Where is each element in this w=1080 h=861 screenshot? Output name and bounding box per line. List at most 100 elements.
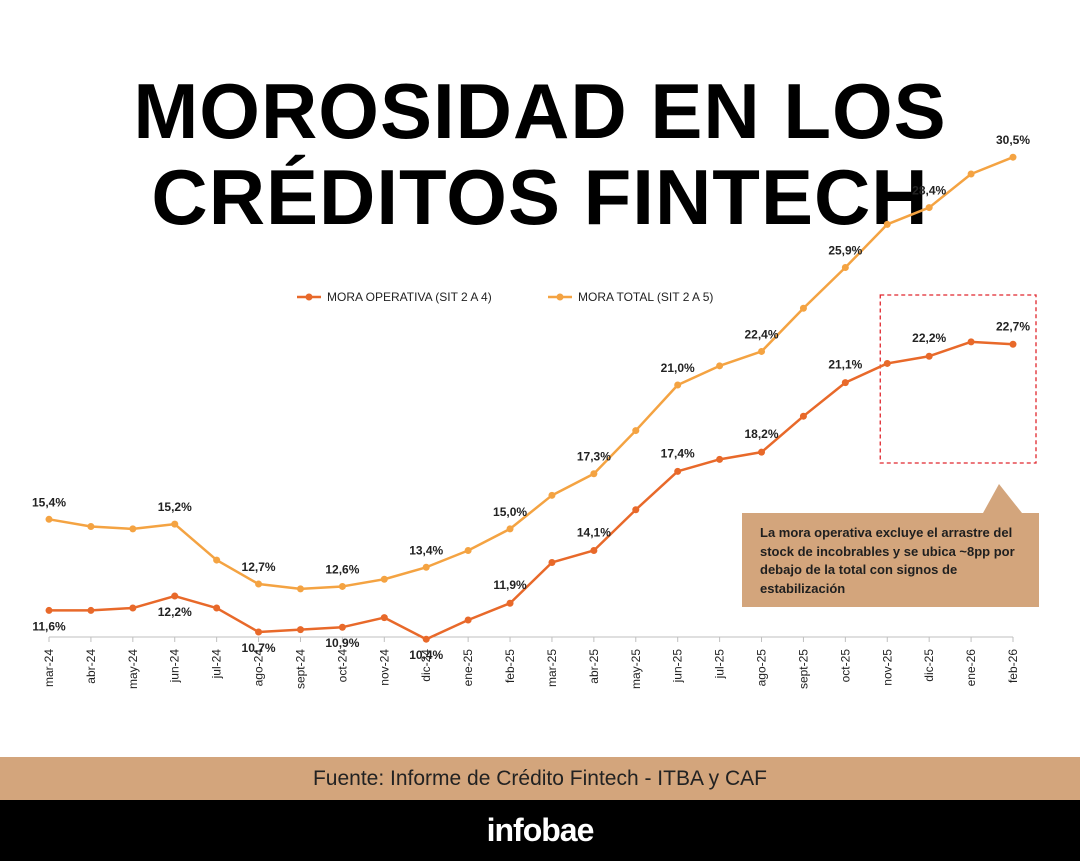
data-point-total <box>422 563 430 571</box>
x-tick-label: nov-25 <box>880 649 894 686</box>
data-point-total <box>632 427 640 435</box>
data-point-total <box>296 585 304 593</box>
data-label-operativa: 11,9% <box>493 578 527 592</box>
data-point-total <box>506 525 514 533</box>
x-tick-label: ene-25 <box>461 649 475 687</box>
x-tick-label: jun-25 <box>671 649 685 684</box>
data-point-total <box>883 220 891 228</box>
data-label-total: 13,4% <box>409 543 443 557</box>
data-label-operativa: 17,4% <box>661 446 695 460</box>
footer-bar: infobae <box>0 800 1080 861</box>
data-point-total <box>338 582 346 590</box>
data-point-operativa <box>548 558 556 566</box>
x-tick-label: feb-25 <box>503 649 517 683</box>
data-point-total <box>1009 153 1017 161</box>
chart-title: MOROSIDAD EN LOS CRÉDITOS FINTECH <box>0 68 1080 240</box>
data-point-operativa <box>129 604 137 612</box>
data-point-operativa <box>758 448 766 456</box>
data-point-total <box>967 170 975 178</box>
source-bar: Fuente: Informe de Crédito Fintech - ITB… <box>0 757 1080 800</box>
data-label-total: 30,5% <box>996 133 1030 147</box>
data-point-total <box>590 470 598 478</box>
annotation-text: La mora operativa excluye el arrastre de… <box>760 525 1015 596</box>
x-tick-label: may-25 <box>629 649 643 689</box>
title-line-1: MOROSIDAD EN LOS <box>133 67 947 155</box>
line-chart: mar-24 abr-24 may-24 jun-24 jul-24 ago-24 sept… <box>32 133 1037 689</box>
data-label-total: 15,0% <box>493 505 527 519</box>
infobae-logo[interactable]: infobae <box>486 812 595 848</box>
data-label-operativa: 10,4% <box>409 648 443 662</box>
legend-label-total: MORA TOTAL (SIT 2 A 5) <box>578 290 713 304</box>
series-line-total <box>48 156 1014 591</box>
data-point-total <box>255 580 263 588</box>
data-label-operativa: 22,7% <box>996 319 1030 333</box>
data-label-operativa: 10,7% <box>242 641 276 655</box>
x-tick-label: oct-25 <box>838 649 852 683</box>
data-label-total: 22,4% <box>745 327 779 341</box>
data-point-total <box>925 204 933 212</box>
data-label-operativa: 18,2% <box>745 427 779 441</box>
data-label-total: 15,4% <box>32 495 66 509</box>
data-point-total <box>841 264 849 272</box>
data-label-operativa: 21,1% <box>828 358 862 372</box>
legend-marker-total <box>556 293 564 301</box>
x-tick-label: mar-25 <box>545 649 559 687</box>
data-point-operativa <box>632 506 640 514</box>
x-tick-label: jul-25 <box>713 649 727 680</box>
data-point-total <box>129 525 137 533</box>
data-point-total <box>213 556 221 564</box>
data-point-operativa <box>255 628 263 636</box>
x-tick-label: abr-24 <box>84 649 98 684</box>
data-point-operativa <box>590 546 598 554</box>
x-tick-label: jun-24 <box>168 649 182 684</box>
legend-label-operativa: MORA OPERATIVA (SIT 2 A 4) <box>327 290 492 304</box>
x-tick-label: dic-24 <box>419 649 433 682</box>
x-tick-label: nov-24 <box>377 649 391 686</box>
data-point-total <box>45 515 53 523</box>
series-line-operativa <box>49 340 1014 641</box>
data-point-operativa <box>464 616 472 624</box>
data-label-total: 28,4% <box>912 184 946 198</box>
x-tick-label: ene-26 <box>964 649 978 687</box>
data-point-operativa <box>674 467 682 475</box>
data-point-operativa <box>45 606 53 614</box>
data-label-operativa: 10,9% <box>325 636 359 650</box>
data-point-total <box>380 575 388 583</box>
data-point-operativa <box>841 379 849 387</box>
data-point-operativa <box>1009 340 1017 348</box>
x-tick-label: abr-25 <box>587 649 601 684</box>
data-point-operativa <box>967 338 975 346</box>
x-tick-label: sept-25 <box>796 649 810 689</box>
data-label-total: 25,9% <box>828 244 862 258</box>
title-line-2: CRÉDITOS FINTECH <box>151 153 929 241</box>
data-label-operativa: 14,1% <box>577 525 611 539</box>
source-text: Fuente: Informe de Crédito Fintech - ITB… <box>312 766 767 790</box>
data-point-operativa <box>87 606 95 614</box>
data-point-operativa <box>799 412 807 420</box>
annotation-callout: La mora operativa excluye el arrastre de… <box>742 513 1039 607</box>
highlight-box <box>879 294 1037 464</box>
x-tick-label: oct-24 <box>335 649 349 683</box>
data-label-operativa: 11,6% <box>32 619 66 633</box>
legend-marker-operativa <box>305 293 313 301</box>
data-label-operativa: 12,2% <box>158 605 192 619</box>
x-tick-label: ago-25 <box>755 649 769 687</box>
data-label-total: 12,6% <box>325 562 359 576</box>
data-label-total: 17,3% <box>577 450 611 464</box>
data-point-operativa <box>296 626 304 634</box>
data-label-total: 15,2% <box>158 500 192 514</box>
data-point-operativa <box>213 604 221 612</box>
data-point-operativa <box>925 352 933 360</box>
data-point-operativa <box>380 614 388 622</box>
callout-pointer <box>983 484 1022 513</box>
data-point-total <box>548 491 556 499</box>
x-tick-label: jul-24 <box>210 649 224 680</box>
data-point-total <box>87 523 95 531</box>
x-tick-label: sept-24 <box>293 649 307 689</box>
data-point-total <box>758 347 766 355</box>
x-tick-label: ago-24 <box>252 649 266 687</box>
x-tick-label: dic-25 <box>922 649 936 682</box>
data-label-operativa: 22,2% <box>912 331 946 345</box>
data-point-operativa <box>506 599 514 607</box>
data-label-total: 21,0% <box>661 361 695 375</box>
